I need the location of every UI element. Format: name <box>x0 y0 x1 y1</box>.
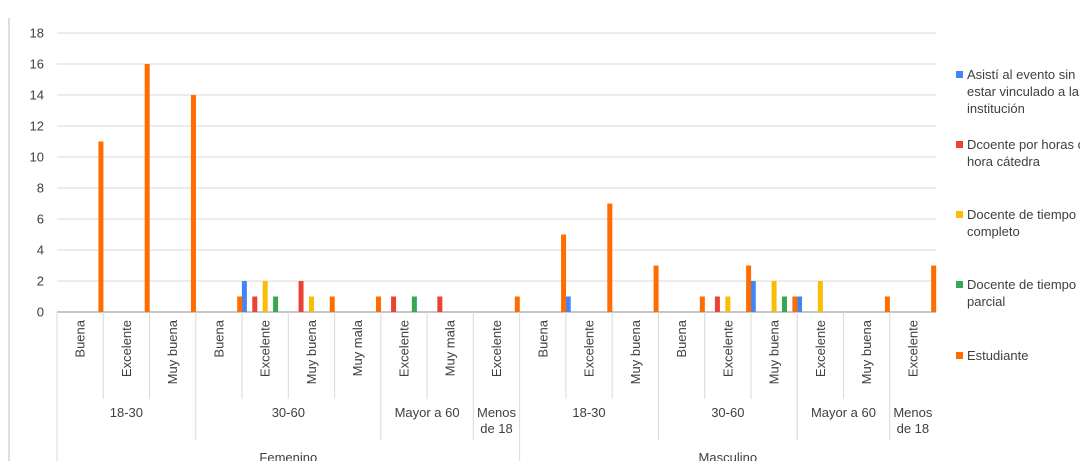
y-tick-label: 18 <box>30 26 44 41</box>
x-tick-label-rating: Muy buena <box>628 319 643 384</box>
legend-item: Estudiante <box>956 347 1080 364</box>
bar <box>884 296 890 312</box>
bar <box>437 296 443 312</box>
bar <box>252 296 258 312</box>
x-tick-label-gender: Masculino <box>699 450 758 461</box>
bar <box>931 265 937 312</box>
x-tick-label-rating: Excelente <box>258 320 273 377</box>
legend-swatch <box>956 71 963 78</box>
x-tick-label-rating: Buena <box>211 319 226 357</box>
bar <box>699 296 705 312</box>
legend-label: Docente de tiempo completo <box>967 207 1077 239</box>
bar <box>298 281 304 312</box>
bar <box>273 296 279 312</box>
x-tick-label-rating: Excelente <box>396 320 411 377</box>
x-tick-label-gender: Femenino <box>259 450 317 461</box>
x-tick-label-rating: Muy buena <box>304 319 319 384</box>
x-tick-label-rating: Excelente <box>905 320 920 377</box>
bar <box>190 95 196 312</box>
legend-item: Docente de tiempo parcial <box>956 276 1080 310</box>
bar <box>771 281 777 312</box>
bar <box>98 141 104 312</box>
x-tick-label-age: 18-30 <box>110 405 143 420</box>
x-tick-label-age: 18-30 <box>572 405 605 420</box>
bar <box>607 203 613 312</box>
legend-label: Dcoente por horas o hora cátedra <box>967 137 1080 169</box>
y-tick-label: 8 <box>37 181 44 196</box>
bar <box>817 281 823 312</box>
legend-label: Asistí al evento sin estar vinculado a l… <box>967 67 1080 116</box>
bar <box>781 296 787 312</box>
bar <box>237 296 243 312</box>
bar <box>750 281 756 312</box>
bar <box>514 296 520 312</box>
x-tick-label-rating: Excelente <box>813 320 828 377</box>
x-tick-label-age: Mayor a 60 <box>395 405 460 420</box>
legend-swatch <box>956 211 963 218</box>
legend-swatch <box>956 281 963 288</box>
y-tick-label: 0 <box>37 305 44 320</box>
x-tick-label-rating: Muy mala <box>443 319 458 376</box>
y-tick-label: 10 <box>30 150 44 165</box>
y-tick-label: 14 <box>30 88 44 103</box>
x-tick-label-rating: Buena <box>674 319 689 357</box>
legend-swatch <box>956 141 963 148</box>
legend-item: Asistí al evento sin estar vinculado a l… <box>956 66 1080 117</box>
x-tick-label-rating: Muy buena <box>165 319 180 384</box>
legend-label: Estudiante <box>967 348 1029 363</box>
bar <box>411 296 417 312</box>
bar <box>376 296 382 312</box>
bar <box>714 296 720 312</box>
bar <box>329 296 335 312</box>
y-tick-label: 2 <box>37 274 44 289</box>
bar <box>797 296 803 312</box>
legend-swatch <box>956 352 963 359</box>
bar <box>262 281 268 312</box>
x-tick-label-age: de 18 <box>897 421 930 436</box>
legend-item: Dcoente por horas o hora cátedra <box>956 136 1080 170</box>
bar <box>308 296 314 312</box>
y-tick-label: 4 <box>37 243 44 258</box>
x-tick-label-age: de 18 <box>480 421 513 436</box>
y-tick-label: 6 <box>37 212 44 227</box>
x-tick-label-rating: Excelente <box>582 320 597 377</box>
bar <box>653 265 659 312</box>
x-tick-label-age: Menos <box>477 405 517 420</box>
x-tick-label-rating: Excelente <box>720 320 735 377</box>
x-tick-label-rating: Muy buena <box>767 319 782 384</box>
legend-label: Docente de tiempo parcial <box>967 277 1077 309</box>
bar <box>792 296 798 312</box>
y-tick-label: 12 <box>30 119 44 134</box>
bar <box>241 281 247 312</box>
bar <box>565 296 571 312</box>
x-tick-label-rating: Buena <box>535 319 550 357</box>
x-tick-label-rating: Muy mala <box>350 319 365 376</box>
x-tick-label-rating: Excelente <box>119 320 134 377</box>
bar <box>725 296 731 312</box>
x-tick-label-age: Mayor a 60 <box>811 405 876 420</box>
x-tick-label-rating: Buena <box>73 319 88 357</box>
x-tick-label-rating: Muy buena <box>859 319 874 384</box>
legend-item: Docente de tiempo completo <box>956 206 1080 240</box>
bar <box>561 234 567 312</box>
bar <box>144 64 150 312</box>
y-tick-label: 16 <box>30 57 44 72</box>
x-tick-label-age: 30-60 <box>272 405 305 420</box>
bar <box>746 265 752 312</box>
x-tick-label-age: 30-60 <box>711 405 744 420</box>
bar <box>391 296 397 312</box>
x-tick-label-rating: Excelente <box>489 320 504 377</box>
x-tick-label-age: Menos <box>893 405 933 420</box>
